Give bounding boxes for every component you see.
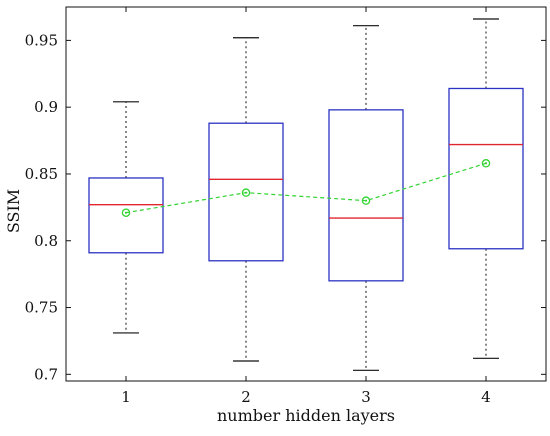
iqr-box bbox=[88, 177, 164, 254]
y-axis-label: SSIM bbox=[4, 189, 23, 233]
iqr-box bbox=[448, 87, 524, 250]
mean-trend-line bbox=[125, 162, 487, 214]
y-tick-label: 0.95 bbox=[25, 31, 58, 49]
y-tick-label: 0.85 bbox=[25, 165, 58, 183]
mean-marker-center bbox=[364, 199, 368, 202]
mean-marker bbox=[361, 196, 371, 205]
y-tick-label: 0.9 bbox=[34, 98, 58, 116]
mean-marker-center bbox=[244, 191, 248, 194]
iqr-box bbox=[328, 109, 404, 282]
mean-marker bbox=[121, 208, 131, 217]
y-tick-label: 0.8 bbox=[34, 232, 58, 250]
x-tick-label: 1 bbox=[121, 388, 131, 406]
y-tick-label: 0.7 bbox=[34, 365, 58, 383]
mean-marker-center bbox=[124, 211, 128, 214]
y-tick-label: 0.75 bbox=[25, 299, 58, 317]
x-axis-label: number hidden layers bbox=[217, 406, 395, 425]
plot-frame bbox=[65, 6, 547, 382]
mean-marker-center bbox=[484, 162, 488, 165]
box-group-4 bbox=[448, 18, 524, 359]
iqr-box bbox=[208, 122, 284, 262]
box-group-3 bbox=[328, 25, 404, 371]
box-group-1 bbox=[88, 101, 164, 334]
x-tick-label: 3 bbox=[361, 388, 371, 406]
mean-marker bbox=[481, 159, 491, 168]
x-tick-label: 2 bbox=[241, 388, 251, 406]
box-group-2 bbox=[208, 37, 284, 362]
x-tick-label: 4 bbox=[481, 388, 491, 406]
plot-layer: 0.7 0.75 0.8 0.85 0.9 0.95 1 2 3 4 bbox=[25, 6, 547, 406]
mean-marker bbox=[241, 188, 251, 197]
